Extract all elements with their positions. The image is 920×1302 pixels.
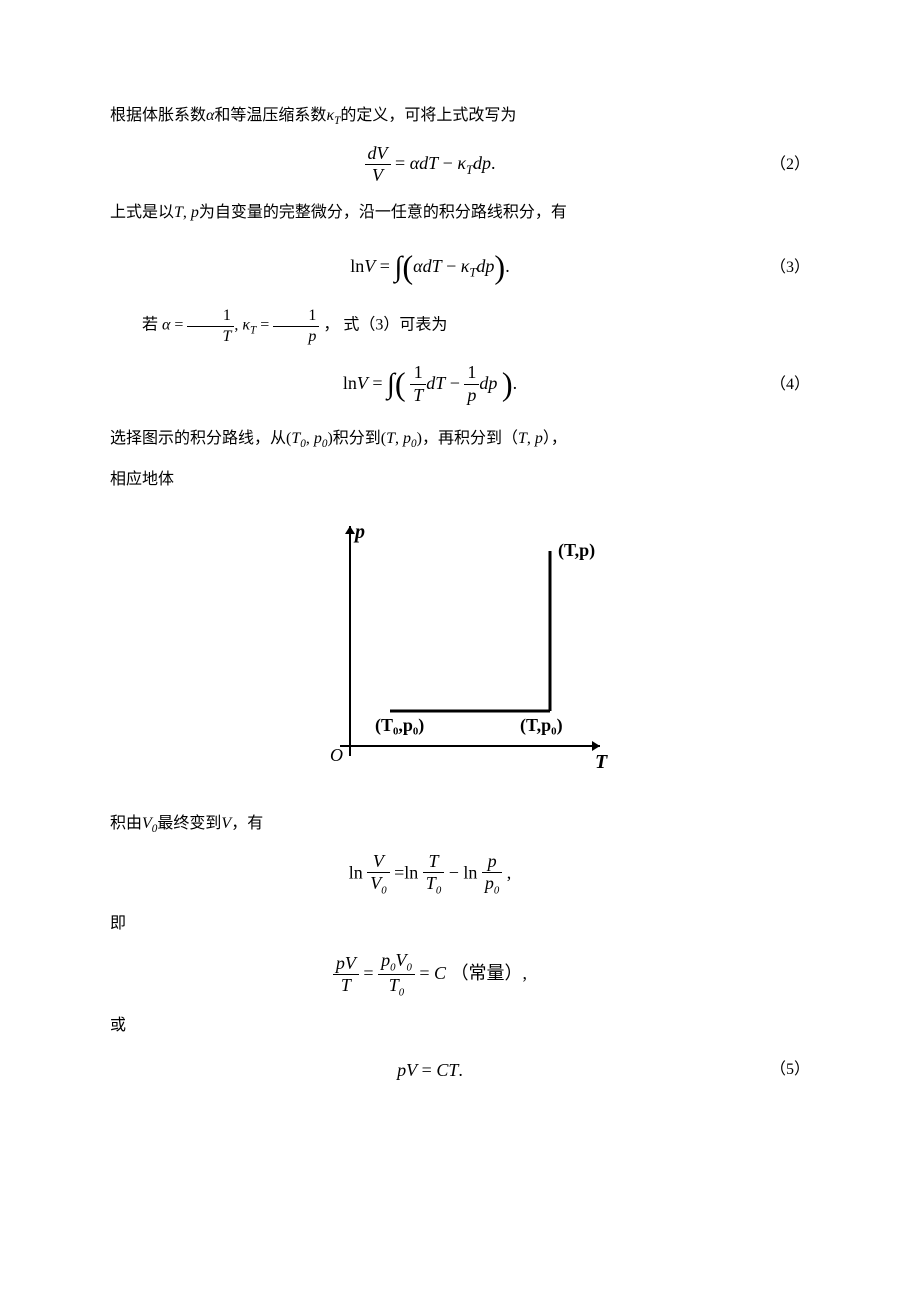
paragraph-5: 积由V0最终变到V，有 (110, 808, 810, 841)
equation-4: lnV = ∫( 1TdT − 1pdp ). （4） (110, 356, 810, 414)
text: 选择图示的积分路线，从 (110, 430, 286, 447)
origin-label: O (330, 745, 343, 765)
equation-5: pV = CT. （5） (110, 1052, 810, 1088)
equation-5-body: pV = CT. (110, 1052, 750, 1088)
equation-ln-ratio-body: ln VV0 =ln TT0 − ln pp0 , (110, 851, 750, 898)
point-end-label: (T,p) (558, 540, 595, 561)
paragraph-4: 选择图示的积分路线，从(T0, p0)积分到(T, p0)，再积分到（T, p）… (110, 423, 810, 456)
equation-2: dVV = αdT − κTdp. （2） (110, 143, 810, 187)
paragraph-intro: 根据体胀系数α和等温压缩系数κT的定义，可将上式改写为 (110, 100, 810, 133)
text: 若 (142, 317, 158, 334)
equation-constant-body: pVT = p0V0T0 = C （常量）, (110, 950, 750, 1000)
equation-constant: pVT = p0V0T0 = C （常量）, (110, 950, 810, 1000)
symbol-T: T (174, 204, 183, 221)
paragraph-3: 若 α = 1T, κT = 1p ， 式（3）可表为 (110, 306, 810, 345)
paragraph-4b: 相应地体 (110, 464, 810, 496)
symbol-kappa: κT (326, 107, 340, 124)
equation-4-body: lnV = ∫( 1TdT − 1pdp ). (110, 356, 750, 414)
integration-path-figure: O p T (T₀,p₀) (T,p₀) (T,p) (110, 516, 810, 788)
x-axis-label: T (595, 751, 608, 773)
text: 的定义，可将上式改写为 (340, 107, 516, 124)
text: ，有 (231, 815, 263, 832)
y-axis-label: p (353, 521, 365, 543)
text: 为自变量的完整微分，沿一任意的积分路线积分，有 (199, 204, 567, 221)
paragraph-2: 上式是以T, p为自变量的完整微分，沿一任意的积分路线积分，有 (110, 197, 810, 229)
text: ，再积分到（ (422, 430, 518, 447)
equation-ln-ratio: ln VV0 =ln TT0 − ln pp0 , (110, 851, 810, 898)
text: 积分到 (333, 430, 381, 447)
equation-3-number: （3） (750, 252, 810, 284)
equation-4-number: （4） (750, 369, 810, 401)
equation-5-number: （5） (750, 1054, 810, 1086)
text: ， 式（3）可表为 (323, 317, 447, 334)
text: 相应地体 (110, 471, 174, 488)
figure-svg: O p T (T₀,p₀) (T,p₀) (T,p) (300, 516, 620, 776)
text: 积由 (110, 815, 142, 832)
equation-3: lnV = ∫(αdT − κTdp). （3） (110, 239, 810, 297)
point-start-label: (T₀,p₀) (375, 715, 424, 736)
text: ）， (543, 430, 567, 447)
symbol-p: p (191, 204, 199, 221)
paragraph-7: 或 (110, 1010, 810, 1042)
text: 根据体胀系数 (110, 107, 206, 124)
text: 上式是以 (110, 204, 174, 221)
equation-2-body: dVV = αdT − κTdp. (110, 143, 750, 187)
point-corner-label: (T,p₀) (520, 715, 563, 736)
text: 和等温压缩系数 (214, 107, 326, 124)
equation-2-number: （2） (750, 149, 810, 181)
equation-3-body: lnV = ∫(αdT − κTdp). (110, 239, 750, 297)
text: 最终变到 (157, 815, 221, 832)
paragraph-6: 即 (110, 908, 810, 940)
